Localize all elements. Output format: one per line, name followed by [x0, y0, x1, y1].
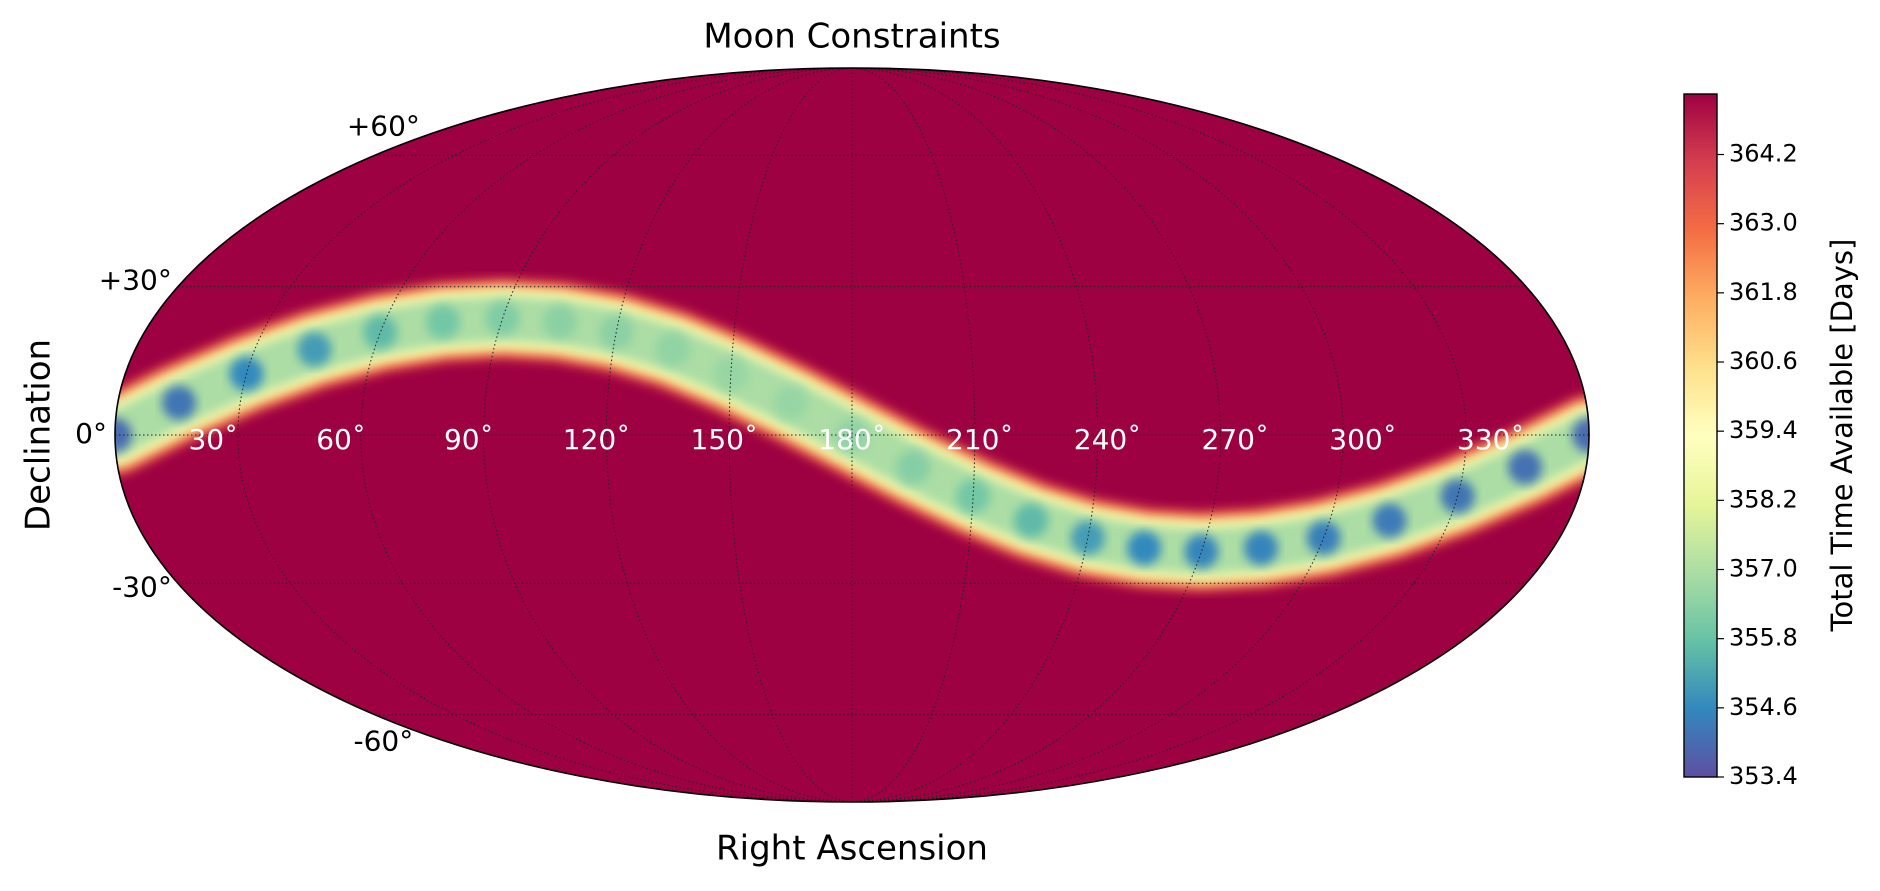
y-tick-label: +60° [347, 110, 420, 143]
x-tick-label: 330˚ [1457, 423, 1524, 456]
colorbar-tick-label: 355.8 [1729, 624, 1798, 652]
colorbar-tick-label: 357.0 [1729, 555, 1798, 583]
colorbar-tick-label: 354.6 [1729, 693, 1798, 721]
band-point [956, 479, 991, 514]
band-point [655, 332, 690, 367]
band-point [773, 385, 808, 420]
band-point [896, 450, 931, 485]
band-point [542, 304, 577, 339]
band-point [1184, 534, 1219, 569]
colorbar-tick-label: 363.0 [1729, 209, 1798, 237]
x-tick-label: 120˚ [563, 423, 630, 456]
grid-line [360, 67, 853, 803]
band-point [1244, 531, 1279, 566]
x-tick-label: 270˚ [1202, 423, 1269, 456]
colorbar-tick-label: 359.4 [1729, 416, 1798, 444]
colorbar-tick-label: 358.2 [1729, 485, 1798, 513]
x-tick-label: 210˚ [946, 423, 1013, 456]
band-point [1127, 531, 1162, 566]
x-axis-label: Right Ascension [716, 829, 988, 869]
x-tick-label: 180˚ [818, 423, 885, 456]
band-point [1070, 520, 1105, 555]
x-tick-label: 150˚ [691, 423, 758, 456]
y-tick-label: +30° [99, 263, 172, 296]
colorbar-tick-label: 364.2 [1729, 140, 1798, 168]
colorbar-tick-label: 361.8 [1729, 278, 1798, 306]
x-tick-label: 30˚ [188, 423, 238, 456]
band-point [115, 418, 132, 452]
colorbar-label: Total Time Available [Days] [1825, 239, 1859, 633]
band-point [1572, 418, 1589, 452]
band-point [297, 332, 332, 367]
chart-title: Moon Constraints [703, 17, 1000, 57]
y-tick-label: -60° [354, 724, 414, 757]
x-tick-label: 240˚ [1074, 423, 1141, 456]
x-tick-label: 60˚ [316, 423, 366, 456]
band-point [1507, 450, 1542, 485]
grid-line [851, 67, 1099, 803]
band-point [1372, 503, 1407, 538]
colorbar-tick-label: 360.6 [1729, 347, 1798, 375]
band-point [162, 385, 197, 420]
grid-line [605, 67, 853, 803]
y-tick-label: -30° [112, 571, 172, 604]
colorbar [1683, 93, 1718, 778]
y-tick-label: 0° [75, 417, 107, 450]
band-point [363, 315, 398, 350]
band-point [1014, 503, 1049, 538]
grid-line [851, 67, 1222, 803]
grid-line [482, 67, 853, 803]
overlay: 30˚ 60˚ 90˚ 120˚ 150˚ 180˚ 210˚ 240˚ 270˚ 300˚ 330… [75, 67, 1798, 803]
y-axis-label: Declination [19, 339, 59, 531]
x-tick-label: 300˚ [1329, 423, 1396, 456]
band-point [425, 304, 460, 339]
map-outline [114, 67, 1590, 803]
band-point [713, 356, 748, 391]
colorbar-tick-label: 353.4 [1729, 762, 1798, 790]
x-tick-label: 90˚ [444, 423, 494, 456]
grid-line [851, 67, 1344, 803]
